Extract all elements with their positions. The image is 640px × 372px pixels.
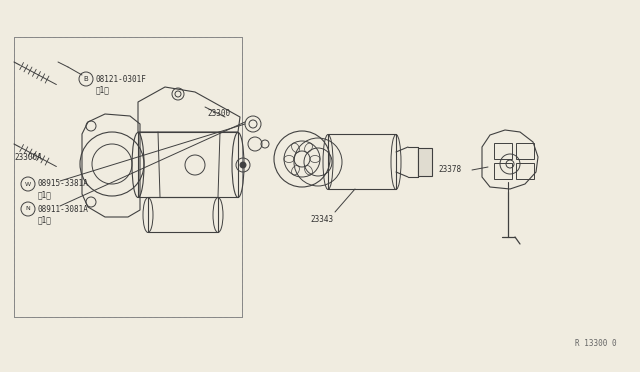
Text: N: N xyxy=(26,206,30,212)
Bar xyxy=(14,37,242,317)
Text: 08911-3081A: 08911-3081A xyxy=(38,205,89,214)
Bar xyxy=(328,134,396,189)
Text: 23300A: 23300A xyxy=(14,153,42,161)
Bar xyxy=(138,132,238,197)
Text: 08915-3381A: 08915-3381A xyxy=(38,180,89,189)
Bar xyxy=(494,163,512,179)
Bar xyxy=(14,37,242,317)
Bar xyxy=(516,163,534,179)
Text: W: W xyxy=(25,182,31,186)
Text: 23300: 23300 xyxy=(207,109,230,119)
Text: R 13300 0: R 13300 0 xyxy=(575,340,616,349)
Circle shape xyxy=(240,162,246,168)
Text: （1）: （1） xyxy=(38,215,52,224)
Text: 23343: 23343 xyxy=(310,215,333,224)
Bar xyxy=(516,143,534,159)
Text: 08121-0301F: 08121-0301F xyxy=(96,74,147,83)
Text: （1）: （1） xyxy=(38,190,52,199)
Bar xyxy=(494,143,512,159)
Bar xyxy=(418,148,432,176)
Text: B: B xyxy=(84,76,88,82)
Text: 23378: 23378 xyxy=(438,166,461,174)
Text: 、1。: 、1。 xyxy=(96,86,110,94)
Bar xyxy=(148,197,218,232)
